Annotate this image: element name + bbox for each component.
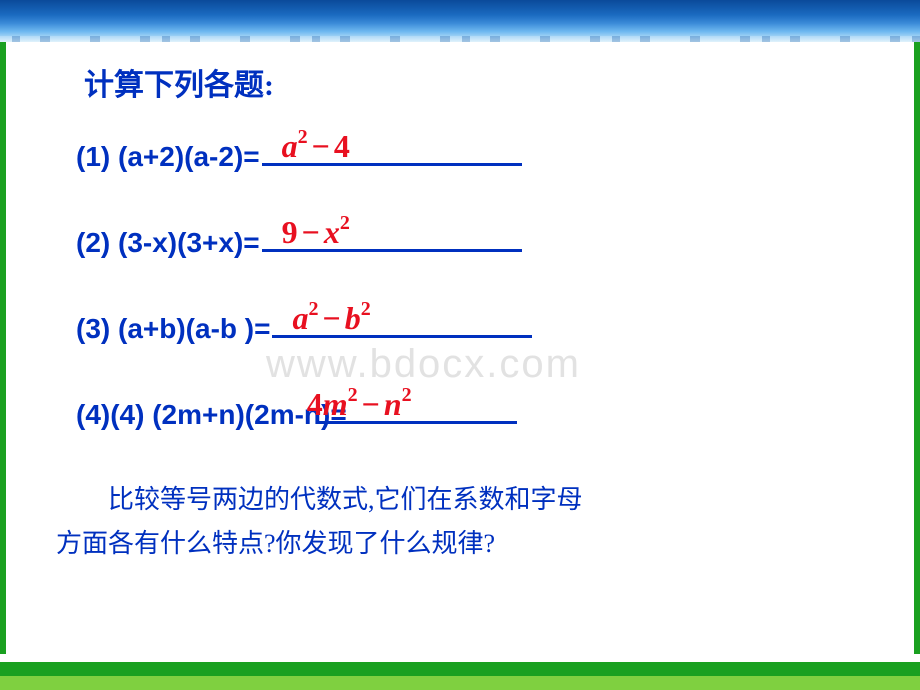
problem-4-blank: 4m2−n2: [317, 390, 517, 424]
problem-2-answer: 9−x2: [282, 214, 350, 251]
top-banner: [0, 0, 920, 42]
footer-question: 比较等号两边的代数式,它们在系数和字母 方面各有什么特点?你发现了什么规律?: [56, 478, 864, 566]
problem-3-blank: a2−b2: [272, 304, 532, 338]
problem-2-blank: 9−x2: [262, 218, 522, 252]
problem-2-lhs: (2) (3-x)(3+x)=: [76, 227, 260, 259]
heading: 计算下列各题:: [84, 60, 864, 104]
problem-3-answer: a2−b2: [292, 300, 370, 337]
problem-1: (1) (a+2)(a-2)= a2−4: [76, 132, 864, 180]
problem-1-blank: a2−4: [262, 132, 522, 166]
problem-2: (2) (3-x)(3+x)= 9−x2: [76, 218, 864, 266]
problem-4-answer: 4m2−n2: [307, 386, 412, 423]
footer-line-1: 比较等号两边的代数式,它们在系数和字母: [56, 478, 864, 522]
slide-content: www.bdocx.com 计算下列各题: (1) (a+2)(a-2)= a2…: [0, 42, 920, 654]
problem-3-lhs: (3) (a+b)(a-b )=: [76, 313, 270, 345]
footer-line-2: 方面各有什么特点?你发现了什么规律?: [56, 522, 864, 566]
problem-4: (4)(4) (2m+n)(2m-n)= 4m2−n2: [76, 390, 864, 438]
bottom-banner: [0, 654, 920, 690]
problem-1-lhs: (1) (a+2)(a-2)=: [76, 141, 260, 173]
problem-3: (3) (a+b)(a-b )= a2−b2: [76, 304, 864, 352]
problem-1-answer: a2−4: [282, 128, 350, 165]
